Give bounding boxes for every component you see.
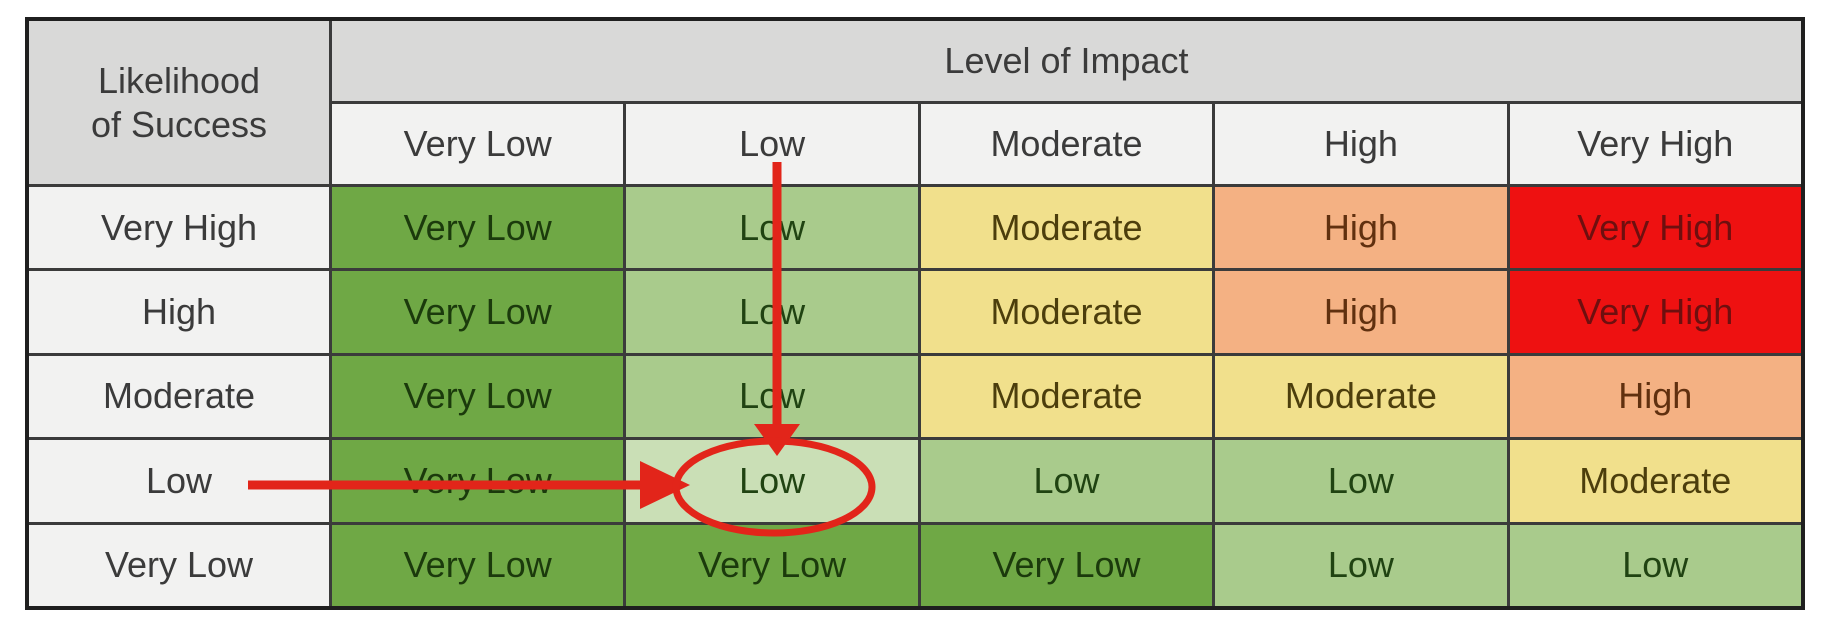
risk-cell: Very High xyxy=(1509,271,1801,353)
risk-cell: Very Low xyxy=(332,187,624,269)
risk-cell: Very High xyxy=(1509,187,1801,269)
risk-cell: Low xyxy=(1509,524,1801,606)
risk-cell: Moderate xyxy=(1215,355,1507,438)
row-label-high: High xyxy=(29,271,329,353)
risk-cell: Very Low xyxy=(332,440,624,522)
risk-cell-circled-target: Low xyxy=(626,440,918,522)
row-label-very-high: Very High xyxy=(29,187,329,269)
risk-cell: Very Low xyxy=(332,524,624,606)
risk-cell: High xyxy=(1215,271,1507,353)
impact-level-header-very-high: Very High xyxy=(1509,104,1801,184)
corner-header-likelihood-of-success: Likelihood of Success xyxy=(29,21,329,184)
risk-cell: Low xyxy=(920,440,1213,522)
corner-header-line2: of Success xyxy=(90,103,268,145)
impact-level-header-very-low: Very Low xyxy=(332,104,624,184)
row-label-low: Low xyxy=(29,440,329,522)
risk-cell: Low xyxy=(626,187,918,269)
row-label-very-low: Very Low xyxy=(29,524,329,606)
risk-cell: Moderate xyxy=(920,355,1213,438)
risk-cell: Very Low xyxy=(332,271,624,353)
risk-cell: Moderate xyxy=(1509,440,1801,522)
impact-level-header-moderate: Moderate xyxy=(920,104,1213,184)
risk-cell: High xyxy=(1509,355,1801,438)
corner-header-line1: Likelihood xyxy=(97,59,261,101)
impact-level-header-high: High xyxy=(1215,104,1507,184)
impact-group-header: Level of Impact xyxy=(332,21,1801,101)
risk-cell: Low xyxy=(626,271,918,353)
risk-cell: Very Low xyxy=(332,355,624,438)
risk-matrix-table: Likelihood of Success Level of Impact Ve… xyxy=(25,17,1805,610)
row-label-moderate: Moderate xyxy=(29,355,329,438)
risk-cell: Very Low xyxy=(626,524,918,606)
risk-cell: Moderate xyxy=(920,187,1213,269)
risk-cell: Low xyxy=(626,355,918,438)
risk-cell: Low xyxy=(1215,440,1507,522)
risk-cell: Moderate xyxy=(920,271,1213,353)
impact-level-header-low: Low xyxy=(626,104,918,184)
risk-cell: Very Low xyxy=(920,524,1213,606)
risk-cell: High xyxy=(1215,187,1507,269)
risk-cell: Low xyxy=(1215,524,1507,606)
